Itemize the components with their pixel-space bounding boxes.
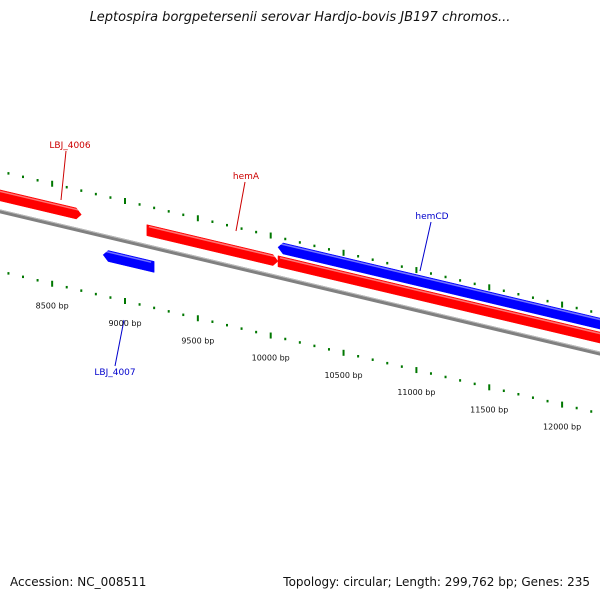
backbone-highlight <box>0 209 600 353</box>
inner-tick-ring <box>7 272 593 413</box>
label-leader <box>235 181 246 232</box>
tick-label: 9000 bp <box>108 319 141 328</box>
tick-label: 9500 bp <box>181 336 214 345</box>
tick-label: 8500 bp <box>36 302 69 311</box>
gene-label-hemCD: hemCD <box>415 212 448 222</box>
label-leader <box>419 221 432 272</box>
tick-label: 11500 bp <box>470 405 508 414</box>
backbone-line <box>0 209 600 356</box>
gene-arrow-unnamed <box>277 255 600 344</box>
tick-label: 11000 bp <box>397 388 435 397</box>
gene-highlight <box>279 243 600 321</box>
map-title: Leptospira borgpetersenii serovar Hardjo… <box>89 10 511 25</box>
gene-highlight <box>279 257 600 335</box>
gene-label-LBJ_4006: LBJ_4006 <box>49 141 91 151</box>
tick-label: 10500 bp <box>324 371 362 380</box>
label-leader <box>114 319 125 367</box>
gene-labels: LBJ_4006 LBJ_4007 hemA hemCD <box>49 141 448 378</box>
tick-label: 12000 bp <box>543 423 581 432</box>
tick-label: 10000 bp <box>252 354 290 363</box>
gene-highlight <box>148 225 276 258</box>
gene-arrow-LBJ_4006 <box>0 189 82 220</box>
gene-features <box>0 189 600 344</box>
outer-tick-ring <box>7 172 593 313</box>
accession-text: Accession: NC_008511 <box>10 575 147 589</box>
chromosome-backbone <box>0 209 600 356</box>
gene-arrow-hemCD <box>277 242 600 330</box>
gene-label-hemA: hemA <box>233 172 260 182</box>
position-labels: 8500 bp 9000 bp 9500 bp 10000 bp 10500 bp 110… <box>36 302 582 432</box>
label-leader <box>60 150 67 201</box>
gene-arrow-LBJ_4007 <box>102 250 155 273</box>
gene-highlight <box>104 250 152 263</box>
gene-highlight <box>0 190 79 211</box>
gene-label-LBJ_4007: LBJ_4007 <box>94 368 135 378</box>
summary-text: Topology: circular; Length: 299,762 bp; … <box>283 575 590 589</box>
gene-arrow-hemA <box>146 224 279 266</box>
